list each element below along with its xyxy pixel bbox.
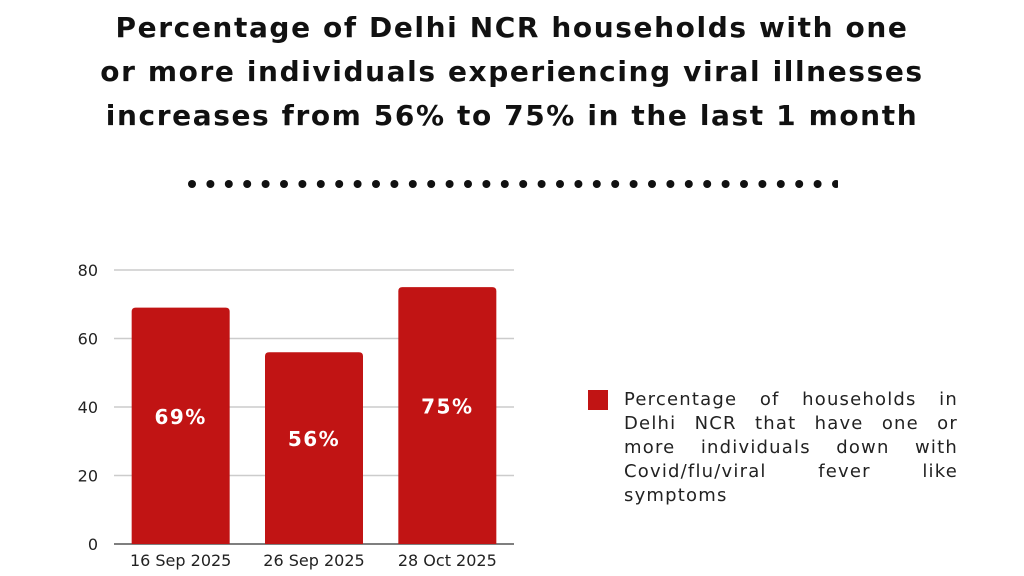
y-tick-label: 60 xyxy=(78,330,98,349)
divider-dot xyxy=(243,180,252,188)
divider-dot xyxy=(611,180,620,188)
divider-dot xyxy=(740,180,748,188)
divider-dot xyxy=(408,180,417,188)
divider-dot xyxy=(684,180,693,188)
divider-dot xyxy=(280,180,288,188)
divider-dot xyxy=(464,180,472,188)
bar xyxy=(265,352,363,544)
legend-label: Percentage of households in Delhi NCR th… xyxy=(624,389,958,506)
divider-dot xyxy=(353,180,362,188)
divider-dot xyxy=(776,180,785,188)
divider-dot xyxy=(703,180,712,188)
x-tick-label: 16 Sep 2025 xyxy=(130,551,231,570)
chart-title: Percentage of Delhi NCR households with … xyxy=(40,6,984,138)
divider-dot xyxy=(500,180,509,188)
legend-swatch xyxy=(588,390,608,410)
y-tick-label: 80 xyxy=(78,261,98,280)
divider-dot xyxy=(832,180,838,188)
divider-dot xyxy=(316,180,325,188)
divider-dot xyxy=(629,180,638,188)
divider-dot xyxy=(427,180,436,188)
x-tick-label: 28 Oct 2025 xyxy=(398,551,497,570)
bar xyxy=(131,307,230,544)
divider-dot xyxy=(188,180,196,188)
bar-data-label: 69% xyxy=(154,405,206,429)
x-tick-label: 26 Sep 2025 xyxy=(263,551,364,570)
divider-dot xyxy=(648,180,656,188)
bar-data-label: 75% xyxy=(421,395,473,419)
divider-dot xyxy=(666,180,675,188)
divider-dot xyxy=(592,180,601,188)
divider-dot xyxy=(758,180,767,188)
dotted-divider xyxy=(188,180,838,188)
chart-title-line-2: or more individuals experiencing viral i… xyxy=(100,55,924,88)
divider-dot xyxy=(482,180,491,188)
divider-dot xyxy=(813,180,822,188)
bar xyxy=(398,287,497,544)
chart-title-line-3: increases from 56% to 75% in the last 1 … xyxy=(105,99,919,132)
divider-dot xyxy=(445,180,454,188)
divider-dot xyxy=(206,180,215,188)
divider-dot xyxy=(224,180,233,188)
divider-dot xyxy=(795,180,804,188)
divider-dot xyxy=(298,180,307,188)
divider-dot xyxy=(335,180,344,188)
divider-dot xyxy=(574,180,583,188)
divider-dot xyxy=(261,180,270,188)
divider-dot xyxy=(519,180,528,188)
chart-title-line-1: Percentage of Delhi NCR households with … xyxy=(115,11,909,44)
divider-dot xyxy=(390,180,399,188)
y-tick-label: 40 xyxy=(78,398,98,417)
divider-dot xyxy=(537,180,546,188)
y-tick-label: 20 xyxy=(78,467,98,486)
divider-dot xyxy=(721,180,730,188)
divider-dot xyxy=(556,180,564,188)
divider-dot xyxy=(372,180,380,188)
y-tick-label: 0 xyxy=(88,535,98,554)
bar-data-label: 56% xyxy=(288,427,340,451)
legend: Percentage of households in Delhi NCR th… xyxy=(588,388,960,508)
